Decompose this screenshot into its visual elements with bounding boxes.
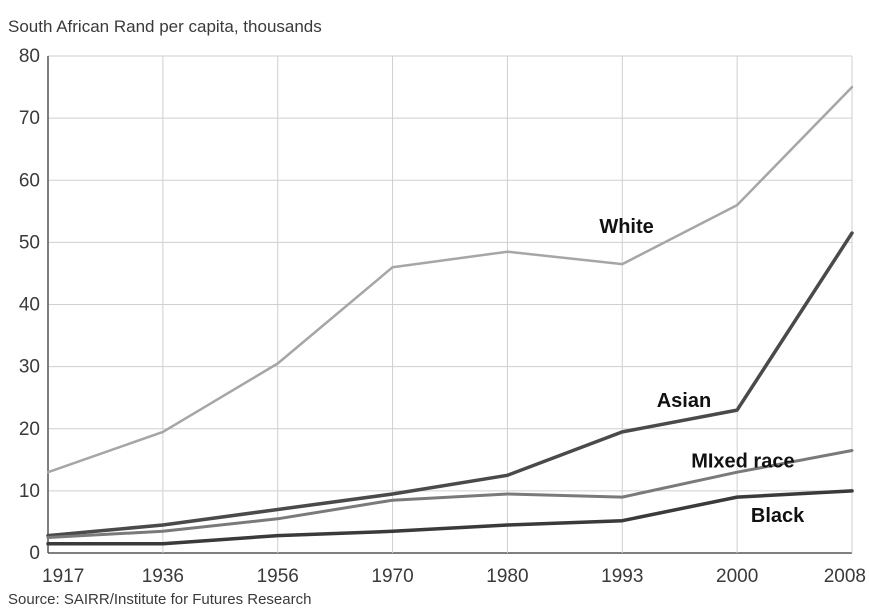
series-line-black [46, 489, 854, 546]
series-line-white [46, 85, 854, 474]
x-tick-label: 1970 [371, 566, 413, 587]
series-label-white: White [599, 216, 653, 238]
series-lines [46, 85, 854, 546]
series-label-asian: Asian [657, 390, 711, 412]
y-tick-label: 0 [29, 543, 40, 564]
x-tick-label: 1980 [486, 566, 528, 587]
y-tick-label: 40 [19, 295, 40, 316]
y-tick-label: 30 [19, 357, 40, 378]
series-labels: White Asian MIxed race Black [599, 216, 805, 527]
x-axis-tick-labels: 1917 1936 1956 1970 1980 1993 2000 2008 [42, 566, 866, 587]
x-tick-label: 2008 [824, 566, 866, 587]
y-axis-tick-labels: 0 10 20 30 40 50 60 70 80 [19, 46, 40, 564]
y-tick-label: 80 [19, 46, 40, 67]
y-tick-label: 50 [19, 232, 40, 253]
x-tick-label: 1936 [142, 566, 184, 587]
series-label-mixed-race: MIxed race [691, 450, 794, 472]
x-tick-label: 1956 [257, 566, 299, 587]
chart-grid [47, 55, 853, 554]
y-tick-label: 70 [19, 108, 40, 129]
y-tick-label: 60 [19, 170, 40, 191]
x-tick-label: 1917 [42, 566, 84, 587]
y-tick-label: 20 [19, 419, 40, 440]
chart-source: Source: SAIRR/Institute for Futures Rese… [8, 591, 311, 608]
y-tick-label: 10 [19, 481, 40, 502]
series-label-black: Black [751, 505, 805, 527]
x-tick-label: 1993 [601, 566, 643, 587]
chart-title: South African Rand per capita, thousands [8, 17, 322, 36]
series-line-mixed-race [46, 449, 854, 539]
series-line-asian [46, 231, 854, 538]
x-tick-label: 2000 [716, 566, 758, 587]
